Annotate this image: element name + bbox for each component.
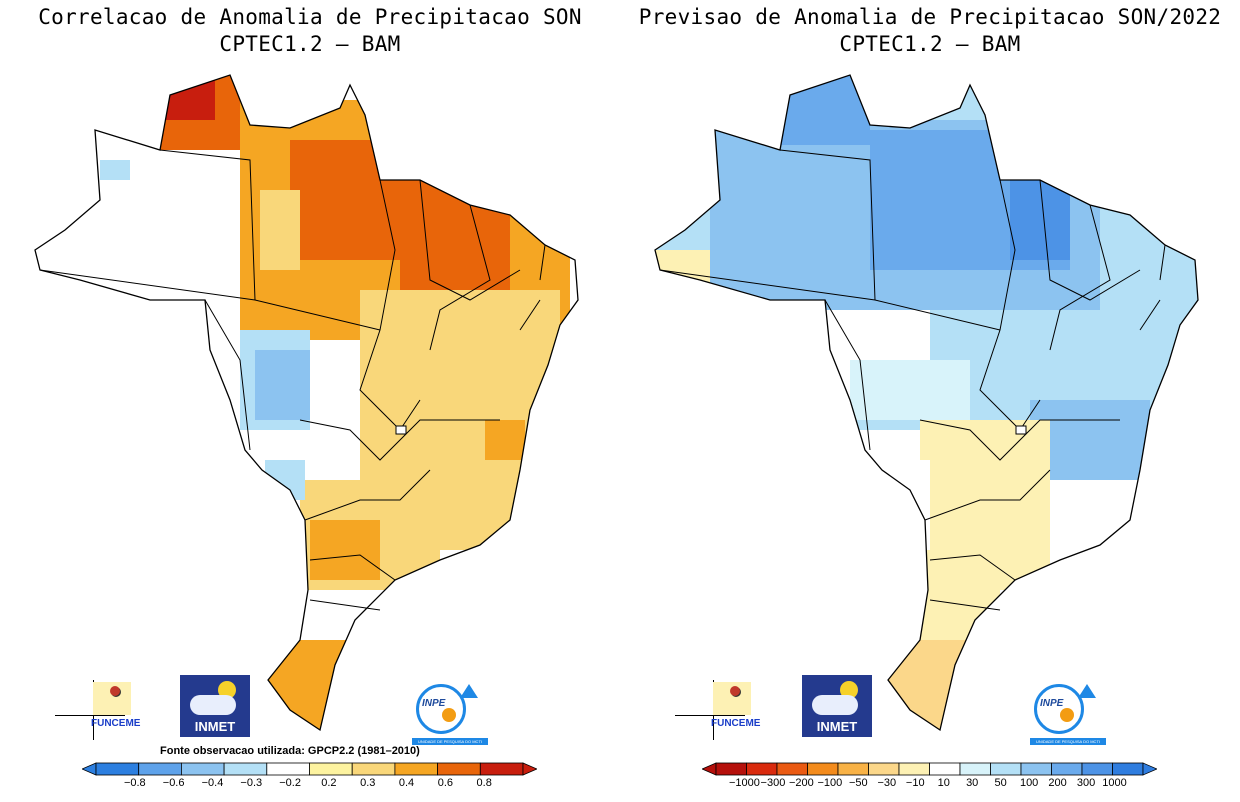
correlation-colorbar-arrow-low [82, 762, 97, 776]
forecast-colorbar-tick-label: 200 [1048, 777, 1067, 789]
funceme-logo: FUNCEME [675, 680, 765, 740]
inmet-logo: INMET [802, 675, 872, 737]
correlation-colorbar-tick-label: −0.3 [240, 777, 263, 789]
forecast-map [654, 74, 1199, 732]
correlation-colorbar-segment [266, 762, 310, 776]
correlation-colorbar-arrow-high [522, 762, 537, 776]
federal-district [395, 425, 407, 435]
forecast-colorbar-tick-label: 30 [966, 777, 979, 789]
correlation-map [34, 74, 579, 732]
correlation-colorbar-tick-label: 0.6 [437, 777, 454, 789]
forecast-colorbar-arrow-high [1142, 762, 1157, 776]
forecast-colorbar-segment [1020, 762, 1052, 776]
forecast-colorbar-tick-label: 300 [1076, 777, 1096, 789]
funceme-logo: FUNCEME [55, 680, 145, 740]
forecast-colorbar-segment [990, 762, 1022, 776]
forecast-colorbar-segment [715, 762, 747, 776]
correlation-colorbar-tick-label: 0.3 [360, 777, 376, 789]
forecast-colorbar-tick-label: 50 [994, 777, 1007, 789]
correlation-colorbar-tick-label: 0.4 [398, 777, 415, 789]
forecast-colorbar-tick-label: −300 [760, 777, 786, 789]
forecast-colorbar-labels: −1000 −300 −200 −100 −50 −30 −10 10 30 50 100 200 30… [702, 777, 1157, 791]
forecast-colorbar-segment [746, 762, 778, 776]
forecast-colorbar-segment [959, 762, 991, 776]
forecast-colorbar-arrow-low [702, 762, 717, 776]
forecast-colorbar-tick-label: −50 [848, 777, 868, 789]
correlation-colorbar-segment [479, 762, 524, 776]
correlation-colorbar-tick-label: −0.4 [201, 777, 224, 789]
forecast-title-line1: Previsao de Anomalia de Precipitacao SON… [638, 5, 1222, 29]
inpe-logo: INPE UNIDADE DE PESQUISA DO MCTI [1026, 678, 1106, 746]
correlation-colorbar-labels: −0.8 −0.6 −0.4 −0.3 −0.2 0.2 0.3 0.4 0.6 0.8 [82, 777, 537, 791]
forecast-colorbar-segment [929, 762, 961, 776]
correlation-colorbar [82, 762, 537, 776]
forecast-title: Previsao de Anomalia de Precipitacao SON… [620, 4, 1240, 58]
inmet-logo: INMET [180, 675, 250, 737]
forecast-colorbar-segment [898, 762, 930, 776]
brazil-outline [654, 74, 1199, 732]
inmet-text: INMET [194, 719, 236, 734]
state-borders [39, 149, 546, 611]
forecast-colorbar-segment [1112, 762, 1144, 776]
correlation-colorbar-segment [394, 762, 438, 776]
forecast-colorbar-segment [1051, 762, 1083, 776]
forecast-colorbar-tick-label: 100 [1019, 777, 1039, 789]
forecast-colorbar-tick-label: −1000 [729, 777, 760, 789]
correlation-title-line1: Correlacao de Anomalia de Precipitacao S… [38, 5, 582, 29]
forecast-colorbar-segment [837, 762, 869, 776]
correlation-colorbar-segment [309, 762, 353, 776]
forecast-colorbar-segment [807, 762, 839, 776]
correlation-colorbar-tick-label: 0.2 [321, 777, 337, 789]
inmet-text: INMET [816, 719, 858, 734]
brazil-outline [34, 74, 579, 732]
inpe-text: INPE [422, 698, 446, 709]
funceme-text: FUNCEME [91, 718, 141, 729]
federal-district [1015, 425, 1027, 435]
forecast-colorbar [702, 762, 1157, 776]
forecast-colorbar-tick-label: −30 [877, 777, 897, 789]
inpe-logo: INPE UNIDADE DE PESQUISA DO MCTI [408, 678, 488, 746]
forecast-colorbar-segment [776, 762, 808, 776]
correlation-colorbar-segment [223, 762, 268, 776]
correlation-colorbar-segment [138, 762, 182, 776]
correlation-colorbar-tick-label: −0.6 [162, 777, 185, 789]
correlation-colorbar-segment [181, 762, 225, 776]
forecast-colorbar-tick-label: −10 [905, 777, 925, 789]
forecast-panel: Previsao de Anomalia de Precipitacao SON… [620, 0, 1240, 802]
correlation-colorbar-segment [437, 762, 481, 776]
inpe-caption: UNIDADE DE PESQUISA DO MCTI [412, 738, 488, 745]
forecast-colorbar-segment [1081, 762, 1113, 776]
correlation-colorbar-segment [95, 762, 140, 776]
forecast-colorbar-tick-label: 1000 [1102, 777, 1127, 789]
correlation-colorbar-tick-label: −0.8 [123, 777, 146, 789]
correlation-colorbar-tick-label: −0.2 [279, 777, 301, 789]
forecast-colorbar-tick-label: −100 [817, 777, 843, 789]
correlation-title-line2: CPTEC1.2 – BAM [219, 32, 401, 56]
forecast-title-line2: CPTEC1.2 – BAM [839, 32, 1021, 56]
forecast-colorbar-segment [868, 762, 900, 776]
funceme-text: FUNCEME [711, 718, 761, 729]
state-borders [659, 149, 1166, 611]
correlation-colorbar-tick-label: 0.8 [476, 777, 492, 789]
source-note: Fonte observacao utilizada: GPCP2.2 (198… [160, 745, 420, 757]
forecast-colorbar-tick-label: −200 [789, 777, 814, 789]
forecast-shading [655, 75, 1198, 730]
correlation-title: Correlacao de Anomalia de Precipitacao S… [0, 4, 620, 58]
correlation-shading [100, 75, 570, 730]
forecast-colorbar-tick-label: 10 [937, 777, 950, 789]
correlation-panel: Correlacao de Anomalia de Precipitacao S… [0, 4, 620, 791]
correlation-colorbar-segment [351, 762, 396, 776]
inpe-caption: UNIDADE DE PESQUISA DO MCTI [1030, 738, 1106, 745]
inpe-text: INPE [1040, 698, 1064, 709]
